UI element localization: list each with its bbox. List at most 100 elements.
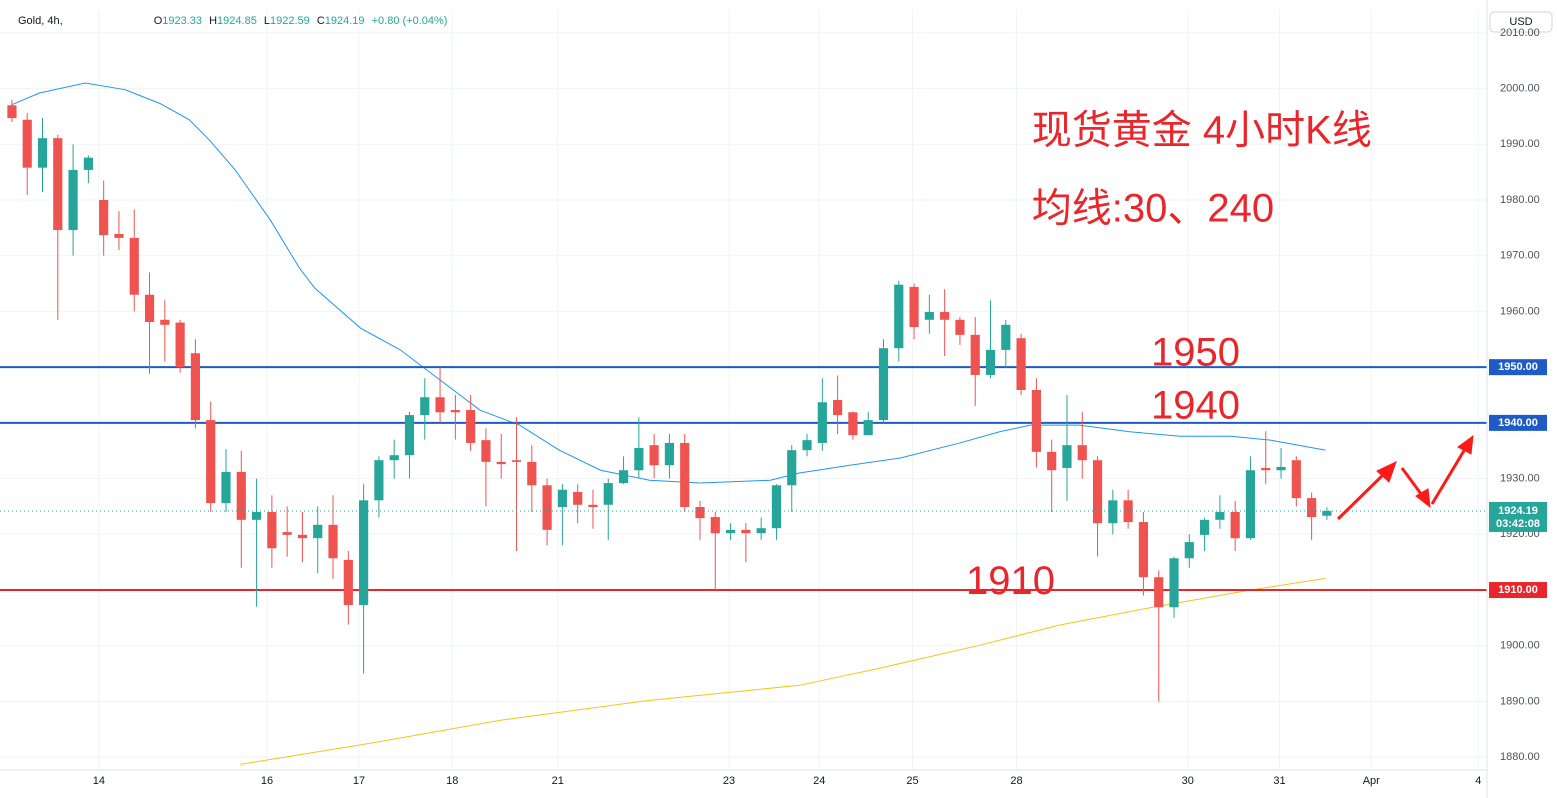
y-tick-label: 1990.00 bbox=[1500, 138, 1540, 150]
candle-body bbox=[985, 349, 996, 375]
candle-body bbox=[909, 286, 919, 328]
y-tick-label: 1970.00 bbox=[1500, 250, 1540, 262]
y-tick-label: 1890.00 bbox=[1500, 695, 1540, 707]
candle-body bbox=[1199, 519, 1210, 535]
candle-body bbox=[1077, 445, 1087, 461]
candle-body bbox=[695, 507, 705, 519]
x-tick-label: 14 bbox=[93, 775, 105, 787]
candle-body bbox=[114, 233, 124, 238]
candle-body bbox=[297, 534, 308, 539]
candle-body bbox=[1322, 510, 1332, 516]
ohlc-value: 1924.85 bbox=[217, 15, 257, 27]
candle-body bbox=[1215, 512, 1225, 520]
candle-body bbox=[175, 322, 185, 368]
candle-body bbox=[7, 105, 17, 119]
candle-body bbox=[710, 517, 720, 534]
price-tag-label: 1950.00 bbox=[1498, 361, 1538, 373]
countdown-label: 03:42:08 bbox=[1496, 518, 1540, 530]
candle-body bbox=[359, 500, 369, 606]
candle-body bbox=[940, 311, 950, 320]
candle-body bbox=[206, 420, 216, 504]
price-tag-label: 1940.00 bbox=[1498, 417, 1538, 429]
annotation: 1940 bbox=[1151, 383, 1240, 427]
candle-body bbox=[1016, 338, 1026, 390]
candle-body bbox=[1138, 522, 1149, 578]
candle-body bbox=[1062, 445, 1072, 469]
price-tag bbox=[1489, 582, 1547, 599]
ohlc-key: H bbox=[209, 15, 217, 27]
ohlc-key: O bbox=[154, 15, 163, 27]
ohlc-key: L bbox=[264, 15, 270, 27]
candle-body bbox=[1031, 390, 1041, 452]
candle-body bbox=[53, 138, 63, 231]
candle-body bbox=[1261, 468, 1271, 471]
candle-body bbox=[756, 528, 766, 534]
x-tick-label: 28 bbox=[1010, 775, 1022, 787]
candle-body bbox=[450, 410, 460, 413]
x-tick-label: 24 bbox=[813, 775, 825, 787]
candle-body bbox=[527, 461, 537, 486]
candle-body bbox=[787, 450, 797, 486]
x-tick-label: 23 bbox=[723, 775, 735, 787]
candle-body bbox=[741, 529, 751, 534]
x-tick-label: Apr bbox=[1363, 775, 1380, 787]
candle-body bbox=[496, 461, 506, 465]
candle-body bbox=[221, 471, 231, 504]
ohlc-value: 1922.59 bbox=[270, 15, 310, 27]
last-price-label: 1924.19 bbox=[1498, 505, 1538, 517]
moving-average bbox=[239, 577, 1326, 765]
legend-header: Gold, 4h, O1923.33 H1924.85 L1922.59 C19… bbox=[18, 15, 447, 27]
y-tick-label: 1880.00 bbox=[1500, 751, 1540, 763]
x-tick-label: 17 bbox=[353, 775, 365, 787]
candle-body bbox=[894, 284, 904, 349]
candle-body bbox=[282, 532, 292, 535]
x-tick-label: 21 bbox=[552, 775, 564, 787]
candle-body bbox=[481, 440, 491, 462]
candle-body bbox=[435, 397, 445, 413]
candle-body bbox=[1001, 324, 1011, 350]
candle-body bbox=[190, 353, 200, 421]
candle-body bbox=[725, 529, 736, 534]
candle-body bbox=[37, 138, 48, 168]
price-tag bbox=[1489, 359, 1547, 376]
candle-body bbox=[1108, 500, 1118, 524]
candle-body bbox=[1245, 470, 1256, 539]
x-tick-label: 31 bbox=[1273, 775, 1285, 787]
candle-body bbox=[1291, 460, 1301, 499]
ohlc-value: 1923.33 bbox=[162, 15, 202, 27]
axes: 1880.001890.001900.001910.001920.001930.… bbox=[93, 27, 1547, 787]
candle-body bbox=[251, 512, 262, 520]
y-tick-label: 1960.00 bbox=[1500, 305, 1540, 317]
candle-body bbox=[267, 512, 277, 549]
symbol: Gold, 4h, bbox=[18, 15, 63, 27]
candle-body bbox=[618, 470, 629, 484]
candle-body bbox=[1169, 558, 1179, 608]
candle-body bbox=[680, 442, 690, 508]
y-tick-label: 2010.00 bbox=[1500, 27, 1540, 39]
candle-body bbox=[1154, 577, 1164, 608]
candle-body bbox=[970, 334, 980, 375]
candle-body bbox=[817, 402, 827, 443]
candle-body bbox=[1047, 451, 1057, 471]
candle-body bbox=[863, 420, 873, 436]
candle-body bbox=[664, 442, 675, 466]
candle-body bbox=[1184, 542, 1194, 559]
candle-body bbox=[649, 445, 659, 466]
candle-body bbox=[374, 460, 384, 501]
candle-body bbox=[833, 400, 843, 416]
candle-body bbox=[313, 524, 323, 539]
x-tick-label: 16 bbox=[261, 775, 273, 787]
candle-body bbox=[634, 447, 644, 471]
y-tick-label: 1930.00 bbox=[1500, 472, 1540, 484]
candle-body bbox=[955, 319, 965, 335]
currency-button[interactable] bbox=[1489, 11, 1553, 33]
price-tag bbox=[1489, 414, 1547, 431]
candle-body bbox=[466, 410, 476, 443]
candle-body bbox=[68, 169, 78, 231]
ohlc-value: 1924.19 bbox=[325, 15, 365, 27]
candle-body bbox=[22, 119, 32, 168]
y-tick-label: 2000.00 bbox=[1500, 82, 1540, 94]
candle-body bbox=[160, 319, 170, 325]
